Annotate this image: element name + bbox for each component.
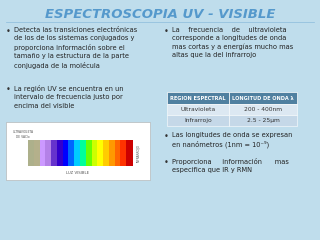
Text: Proporciona     información      mas
especifica que IR y RMN: Proporciona información mas especifica q… bbox=[172, 158, 289, 173]
Bar bbox=[167, 92, 229, 104]
Bar bbox=[103, 140, 109, 166]
Bar bbox=[74, 140, 81, 166]
Text: Detecta las transiciones electrónicas
de los de los sistemas conjugados y
propor: Detecta las transiciones electrónicas de… bbox=[14, 27, 137, 69]
Text: •: • bbox=[164, 158, 169, 167]
Bar bbox=[57, 140, 63, 166]
Bar bbox=[28, 140, 34, 166]
Bar bbox=[63, 140, 69, 166]
Bar bbox=[167, 115, 229, 126]
Bar bbox=[34, 140, 40, 166]
Bar bbox=[86, 140, 92, 166]
Text: LUZ VISIBLE: LUZ VISIBLE bbox=[67, 171, 90, 175]
Bar bbox=[229, 104, 297, 115]
Bar bbox=[51, 140, 57, 166]
Bar bbox=[120, 140, 127, 166]
Text: •: • bbox=[164, 27, 169, 36]
Text: •: • bbox=[6, 85, 11, 94]
Text: INFRARROJO: INFRARROJO bbox=[137, 144, 141, 162]
Bar bbox=[97, 140, 104, 166]
Text: 2.5 - 25µm: 2.5 - 25µm bbox=[247, 118, 279, 123]
Bar bbox=[115, 140, 121, 166]
Bar bbox=[92, 140, 98, 166]
Bar bbox=[126, 140, 132, 166]
Text: ULTRAVIOLETA
DE VACío: ULTRAVIOLETA DE VACío bbox=[12, 130, 34, 138]
Bar bbox=[45, 140, 52, 166]
Bar bbox=[28, 140, 51, 166]
Bar bbox=[229, 115, 297, 126]
Text: Infrarrojo: Infrarrojo bbox=[184, 118, 212, 123]
Text: La    frecuencia    de    ultravioleta
corresponde a longitudes de onda
mas cort: La frecuencia de ultravioleta correspond… bbox=[172, 27, 293, 59]
Text: 200 - 400nm: 200 - 400nm bbox=[244, 107, 282, 112]
Bar bbox=[68, 140, 75, 166]
Text: •: • bbox=[164, 132, 169, 141]
Bar bbox=[40, 140, 46, 166]
Bar bbox=[109, 140, 115, 166]
Bar bbox=[167, 104, 229, 115]
Text: LONGITUD DE ONDA λ: LONGITUD DE ONDA λ bbox=[232, 96, 294, 101]
Text: Ultravioleta: Ultravioleta bbox=[180, 107, 216, 112]
Text: REGION ESPECTRAL: REGION ESPECTRAL bbox=[170, 96, 226, 101]
Bar bbox=[6, 122, 150, 180]
Text: La región UV se encuentra en un
intervalo de frecuencia justo por
encima del vis: La región UV se encuentra en un interval… bbox=[14, 85, 124, 108]
Bar bbox=[229, 92, 297, 104]
Text: Las longitudes de onda se expresan
en nanómetros (1nm = 10⁻⁹): Las longitudes de onda se expresan en na… bbox=[172, 132, 292, 148]
Text: ESPECTROSCOPIA UV - VISIBLE: ESPECTROSCOPIA UV - VISIBLE bbox=[45, 8, 275, 21]
Bar bbox=[80, 140, 86, 166]
Text: •: • bbox=[6, 27, 11, 36]
